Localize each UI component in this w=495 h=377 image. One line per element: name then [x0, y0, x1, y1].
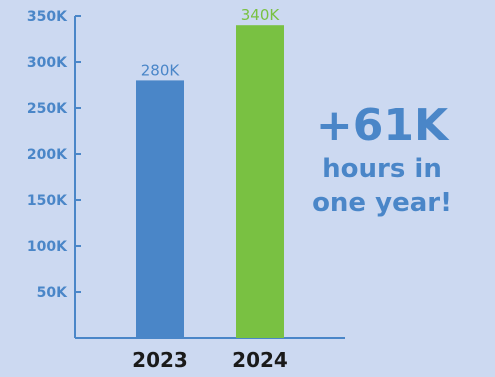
data-label-2023: 280K — [141, 61, 181, 79]
y-tick-label: 50K — [37, 285, 68, 301]
y-tick-label: 250K — [27, 101, 68, 117]
data-label-2024: 340K — [241, 6, 281, 24]
y-tick-label: 300K — [27, 55, 68, 71]
category-label-2024: 2024 — [232, 348, 288, 372]
y-tick-label: 350K — [27, 9, 68, 25]
y-tick-label: 100K — [27, 239, 68, 255]
bar-2024 — [236, 25, 284, 338]
bar-2023 — [136, 80, 184, 339]
y-tick-label: 200K — [27, 147, 68, 163]
callout-line-1: hours in — [322, 154, 442, 184]
callout: +61K hours in one year! — [292, 100, 472, 220]
category-label-2023: 2023 — [132, 348, 188, 372]
callout-headline: +61K — [315, 100, 449, 151]
callout-line-2: one year! — [312, 188, 452, 218]
y-tick-label: 150K — [27, 193, 68, 209]
